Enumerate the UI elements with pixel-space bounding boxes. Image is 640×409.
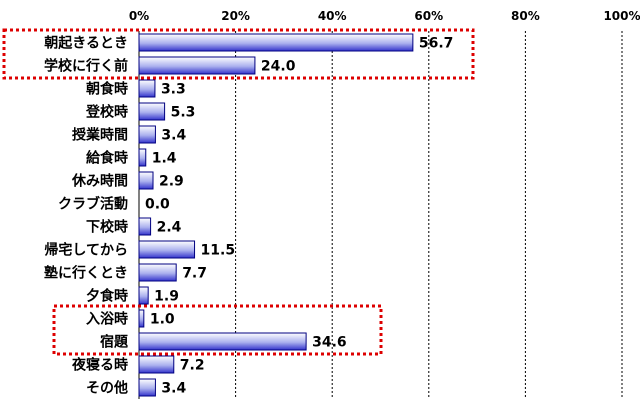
- data-label: 7.2: [180, 358, 205, 374]
- bar: [138, 33, 414, 52]
- category-label: 休み時間: [71, 173, 128, 190]
- category-label: クラブ活動: [58, 196, 128, 213]
- category-label: 給食時: [86, 150, 128, 167]
- bar: [138, 240, 196, 259]
- bar: [138, 217, 152, 236]
- category-label: 朝起きるとき: [44, 35, 128, 52]
- bar: [138, 263, 177, 282]
- x-tick-label: 80%: [511, 9, 540, 23]
- x-tick-label: 0%: [129, 9, 149, 23]
- x-tick-label: 40%: [318, 9, 347, 23]
- highlight-box: [2, 28, 475, 80]
- category-label: 夜寝る時: [71, 357, 128, 374]
- category-label: 夕食時: [86, 288, 128, 305]
- category-label: 授業時間: [72, 127, 128, 144]
- gridlines: [235, 31, 623, 399]
- bar: [138, 286, 149, 305]
- data-label: 56.7: [419, 36, 454, 52]
- x-tick-label: 60%: [414, 9, 443, 23]
- highlight-box: [52, 304, 383, 356]
- bars: [138, 33, 414, 397]
- bar: [138, 355, 175, 374]
- data-label: 3.4: [161, 381, 186, 397]
- category-label: 学校に行く前: [44, 58, 128, 75]
- data-label: 1.0: [150, 312, 175, 328]
- data-label: 1.4: [152, 151, 177, 167]
- category-labels: 朝起きるとき学校に行く前朝食時登校時授業時間給食時休み時間クラブ活動下校時帰宅し…: [44, 35, 129, 397]
- category-label: 塾に行くとき: [44, 265, 128, 282]
- data-label: 2.9: [159, 174, 184, 190]
- bar: [138, 332, 307, 351]
- data-label: 2.4: [157, 220, 182, 236]
- bar: [138, 79, 156, 98]
- data-label: 34.6: [312, 335, 347, 351]
- bar: [138, 102, 166, 121]
- category-label: 下校時: [86, 219, 128, 236]
- category-label: 入浴時: [86, 311, 128, 328]
- bar: [138, 378, 156, 397]
- bar: [138, 309, 145, 328]
- data-label: 3.3: [161, 82, 186, 98]
- data-label: 24.0: [261, 59, 296, 75]
- bar: [138, 171, 154, 190]
- data-label: 7.7: [182, 266, 207, 282]
- highlight-boxes: [2, 28, 475, 356]
- category-label: 朝食時: [86, 81, 128, 98]
- category-label: 帰宅してから: [44, 242, 128, 259]
- data-label: 0.0: [145, 197, 170, 213]
- bar: [138, 56, 256, 75]
- x-tick-label: 20%: [221, 9, 250, 23]
- bar: [138, 125, 156, 144]
- bar: [138, 148, 147, 167]
- category-label: その他: [86, 380, 128, 397]
- data-label: 11.5: [201, 243, 236, 259]
- category-label: 登校時: [85, 104, 128, 121]
- data-label: 1.9: [154, 289, 179, 305]
- category-label: 宿題: [100, 334, 129, 351]
- value-labels: 56.7 24.0 3.3 5.3 3.4 1.4 2.9 0.0 2.4 11.5 7.71.9 1…: [145, 36, 453, 397]
- data-label: 3.4: [161, 128, 186, 144]
- data-label: 5.3: [171, 105, 196, 121]
- x-tick-label: 100%: [603, 9, 640, 23]
